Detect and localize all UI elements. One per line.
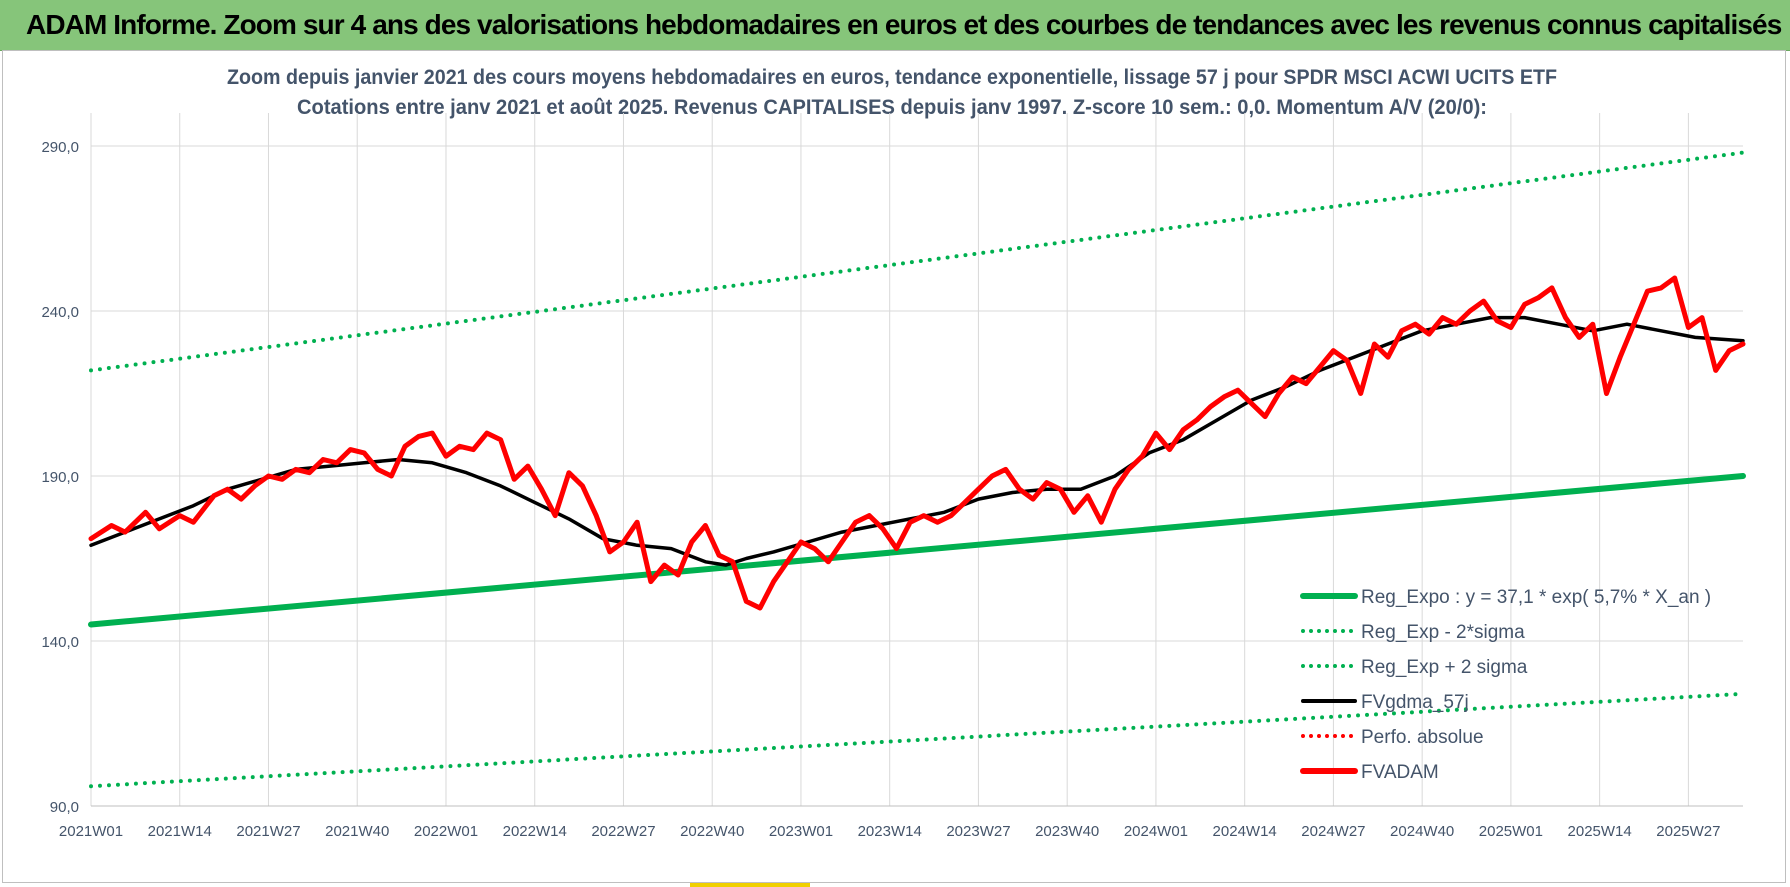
legend-label: Perfo. absolue xyxy=(1361,727,1484,748)
chart-legend: Reg_Expo : y = 37,1 * exp( 5,7% * X_an )… xyxy=(1300,587,1711,783)
series-0 xyxy=(88,473,1746,628)
x-tick-label: 2022W27 xyxy=(591,823,655,840)
chart-subtitle: Cotations entre janv 2021 et août 2025. … xyxy=(297,96,1487,119)
bottom-accent xyxy=(690,883,810,887)
y-tick-label: 290,0 xyxy=(41,139,79,156)
legend-label: Reg_Exp - 2*sigma xyxy=(1361,622,1525,643)
y-tick-label: 140,0 xyxy=(41,634,79,651)
x-tick-label: 2025W01 xyxy=(1479,823,1543,840)
legend-label: FVgdma_57j xyxy=(1361,692,1469,713)
x-tick-label: 2023W40 xyxy=(1035,823,1099,840)
chart-title: Zoom depuis janvier 2021 des cours moyen… xyxy=(227,66,1557,89)
x-tick-label: 2023W01 xyxy=(769,823,833,840)
y-tick-label: 190,0 xyxy=(41,469,79,486)
x-tick-label: 2022W01 xyxy=(414,823,478,840)
banner-title: ADAM Informe. Zoom sur 4 ans des valoris… xyxy=(26,9,1782,40)
x-axis: 2021W01 2021W14 2021W27 2021W40 2022W01 2022W… xyxy=(59,805,1743,840)
chart-grid xyxy=(90,113,1743,807)
header-banner: ADAM Informe. Zoom sur 4 ans des valoris… xyxy=(0,0,1790,51)
line-chart: Zoom depuis janvier 2021 des cours moyen… xyxy=(41,66,1746,840)
x-tick-label: 2024W40 xyxy=(1390,823,1454,840)
series-2 xyxy=(89,150,1745,373)
x-tick-label: 2021W27 xyxy=(236,823,300,840)
x-tick-label: 2023W27 xyxy=(946,823,1010,840)
series-group xyxy=(88,150,1746,789)
x-tick-label: 2022W40 xyxy=(680,823,744,840)
x-tick-label: 2023W14 xyxy=(858,823,922,840)
y-tick-label: 240,0 xyxy=(41,304,79,321)
legend-label: FVADAM xyxy=(1361,762,1439,783)
x-tick-label: 2025W14 xyxy=(1568,823,1632,840)
x-tick-label: 2025W27 xyxy=(1656,823,1720,840)
x-tick-label: 2024W14 xyxy=(1213,823,1277,840)
legend-label: Reg_Expo : y = 37,1 * exp( 5,7% * X_an ) xyxy=(1361,587,1711,608)
x-tick-label: 2021W40 xyxy=(325,823,389,840)
series-5 xyxy=(88,275,1746,611)
series-3 xyxy=(89,315,1745,567)
x-tick-label: 2022W14 xyxy=(503,823,567,840)
chart-frame: Zoom depuis janvier 2021 des cours moyen… xyxy=(2,50,1786,883)
series-1 xyxy=(89,691,1745,789)
x-tick-label: 2021W01 xyxy=(59,823,123,840)
x-tick-label: 2024W27 xyxy=(1301,823,1365,840)
x-tick-label: 2021W14 xyxy=(148,823,212,840)
y-tick-label: 90,0 xyxy=(50,799,79,816)
legend-label: Reg_Exp + 2 sigma xyxy=(1361,657,1528,678)
x-tick-label: 2024W01 xyxy=(1124,823,1188,840)
y-axis: 90,0 140,0 190,0 240,0 290,0 xyxy=(41,139,79,816)
